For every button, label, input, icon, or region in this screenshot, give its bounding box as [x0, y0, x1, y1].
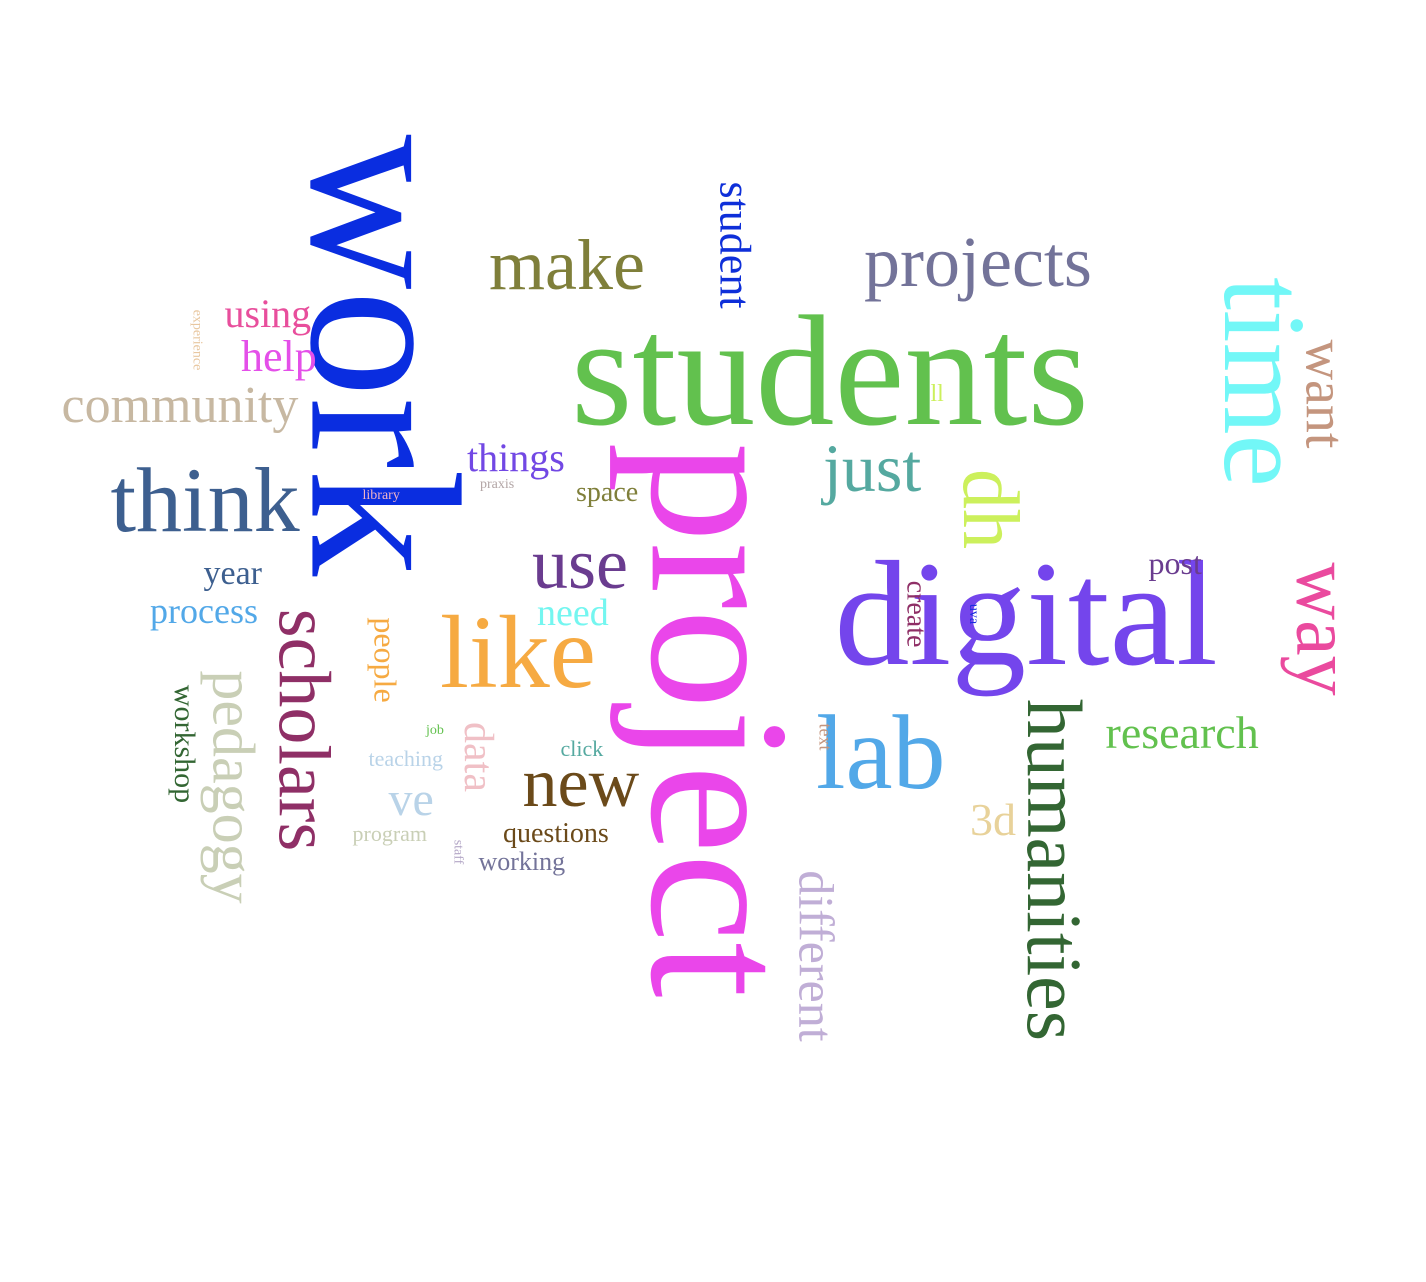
word-community: community	[61, 377, 299, 434]
word-praxis: praxis	[480, 477, 515, 492]
word-text: text	[815, 723, 835, 751]
word-different: different	[788, 870, 845, 1042]
word-like: like	[440, 595, 596, 710]
word-post: post	[1148, 545, 1202, 581]
word-using: using	[224, 291, 312, 336]
word-click: click	[560, 736, 604, 761]
word-make: make	[489, 225, 645, 305]
word-help: help	[241, 332, 317, 381]
word-need: need	[537, 592, 609, 634]
word-projects: projects	[864, 222, 1092, 302]
word-job: job	[426, 723, 444, 738]
word-scholars: scholars	[261, 608, 344, 852]
word-experience: experience	[188, 309, 204, 371]
word-new: new	[522, 745, 640, 822]
word-things: things	[467, 435, 565, 480]
word-think: think	[110, 449, 300, 551]
word-ll: ll	[930, 381, 944, 407]
word-process: process	[150, 591, 258, 631]
word-lab: lab	[816, 694, 946, 811]
word-program: program	[352, 821, 428, 846]
word-working: working	[478, 847, 566, 876]
word-workshop: workshop	[168, 684, 202, 804]
word-data: data	[454, 722, 501, 792]
word-research: research	[1105, 707, 1259, 758]
word-people: people	[367, 617, 404, 703]
word-year: year	[203, 555, 263, 592]
word-space: space	[576, 477, 639, 508]
word-humanities: humanities	[1011, 698, 1099, 1042]
word-staff: staff	[449, 839, 465, 865]
word-library: library	[362, 488, 400, 503]
word-questions: questions	[503, 818, 609, 849]
word-student: student	[710, 181, 760, 309]
word-teaching: teaching	[368, 746, 444, 771]
word-just: just	[823, 430, 922, 506]
word-want: want	[1292, 339, 1355, 449]
word-way: way	[1279, 562, 1368, 696]
word-uva: uva	[966, 603, 982, 625]
word-students: students	[571, 284, 1089, 459]
word-digital: digital	[834, 531, 1218, 697]
word-3d: 3d	[970, 794, 1016, 845]
word-dh: dh	[946, 469, 1034, 549]
word-pedagogy: pedagogy	[200, 670, 267, 904]
word-create: create	[899, 580, 931, 648]
word-ve: ve	[388, 773, 434, 826]
word-use: use	[532, 524, 628, 604]
